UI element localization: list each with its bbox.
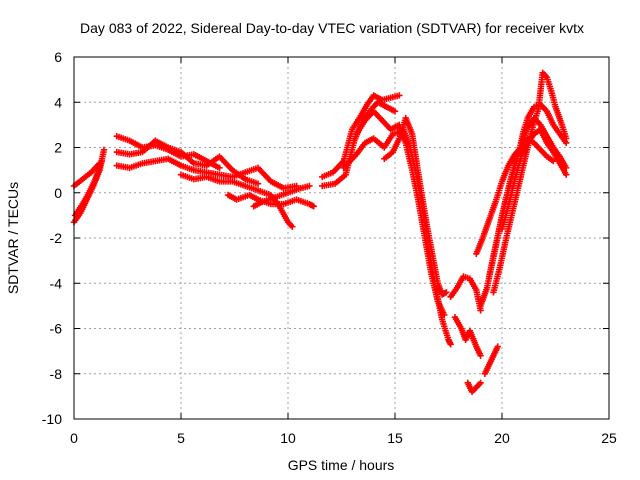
data-point: [447, 341, 454, 348]
series-arc-11: [319, 92, 403, 181]
data-point: [477, 352, 484, 359]
data-point: [216, 164, 223, 172]
series-arc-19: [464, 379, 484, 396]
series-arc-2: [71, 157, 106, 219]
data-point: [96, 160, 103, 167]
y-tick-label: -4: [50, 275, 63, 291]
data-point: [289, 223, 296, 230]
data-point: [550, 157, 557, 165]
series-arc-9: [250, 182, 313, 210]
y-tick-label: -8: [50, 366, 63, 382]
x-tick-label: 0: [70, 430, 78, 446]
x-tick-label: 25: [601, 430, 617, 446]
y-tick-label: -6: [50, 321, 63, 337]
series-arc-22: [485, 114, 570, 280]
data-point: [396, 92, 403, 99]
x-tick-label: 5: [177, 430, 185, 446]
series-arc-4: [113, 132, 223, 172]
series-arc-17: [447, 273, 484, 314]
data-point: [563, 171, 570, 178]
y-tick-label: -2: [50, 230, 63, 246]
series-arc-3: [70, 160, 103, 190]
series-arc-6: [113, 155, 300, 192]
y-tick-label: 4: [54, 94, 62, 110]
series-arc-13: [353, 108, 403, 138]
data-point: [494, 343, 501, 350]
data-point: [100, 146, 108, 153]
series-arc-18: [451, 313, 484, 359]
x-tick-label: 20: [494, 430, 510, 446]
grid: [74, 57, 609, 419]
x-axis-label: GPS time / hours: [288, 457, 395, 473]
series-arc-14: [381, 114, 450, 298]
chart-title: Day 083 of 2022, Sidereal Day-to-day VTE…: [80, 20, 584, 36]
data-point: [441, 311, 448, 319]
data-marks: [70, 69, 570, 396]
data-point: [391, 108, 399, 115]
axis-ticks: 0 5 10 15 20 25 -10 -8 -6 -4 -2 0 2 4 6: [42, 49, 617, 446]
series-arc-23: [473, 135, 557, 258]
y-tick-label: 6: [54, 49, 62, 65]
x-tick-label: 15: [387, 430, 403, 446]
series-arc-8: [224, 191, 317, 210]
data-point: [563, 135, 570, 142]
series-arc-25: [498, 126, 570, 233]
data-point: [477, 379, 484, 386]
series-arc-16: [396, 123, 448, 319]
data-point: [310, 203, 317, 210]
y-tick-label: -10: [42, 411, 62, 427]
x-tick-label: 10: [280, 430, 296, 446]
y-axis-label: SDTVAR / TECUs: [5, 182, 21, 294]
y-tick-label: 0: [54, 185, 62, 201]
data-point: [443, 289, 450, 296]
series-arc-20: [481, 343, 501, 377]
data-point: [306, 182, 313, 190]
y-tick-label: 2: [54, 140, 62, 156]
data-point: [254, 180, 262, 187]
